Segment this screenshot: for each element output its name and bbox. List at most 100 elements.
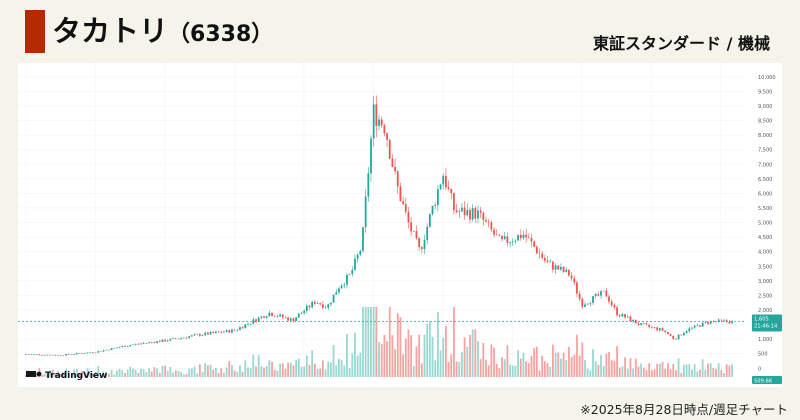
volume-bar — [656, 363, 659, 377]
volume-bar — [535, 346, 538, 377]
candle-body — [632, 319, 635, 322]
volume-bar — [675, 370, 677, 377]
candle-body — [145, 343, 148, 344]
candle-body — [685, 331, 688, 334]
volume-bar — [653, 369, 656, 377]
candle-body — [693, 325, 696, 328]
candle-body — [525, 234, 528, 238]
candle-body — [249, 323, 252, 325]
volume-bar — [126, 369, 129, 377]
chart-panel: 05001,0001,5002,0002,5003,0003,5004,0004… — [18, 63, 782, 395]
candle-body — [699, 325, 701, 327]
candle-body — [493, 229, 495, 235]
candle-body — [236, 329, 239, 331]
volume-bar — [629, 358, 632, 377]
candle-body — [228, 330, 231, 333]
tradingview-icon — [26, 371, 36, 377]
candle-body — [391, 158, 394, 167]
volume-bar — [214, 367, 217, 377]
volume-bar — [145, 372, 148, 377]
volume-bar — [108, 373, 110, 377]
volume-bar — [565, 360, 568, 377]
volume-bar — [228, 360, 231, 377]
candle-body — [469, 210, 471, 220]
candle-body — [359, 250, 362, 255]
candle-body — [717, 319, 720, 322]
volume-bar — [257, 354, 260, 377]
volume-bar — [225, 367, 228, 377]
candle-body — [46, 354, 49, 356]
volume-bar — [554, 352, 557, 377]
volume-bar — [394, 349, 396, 377]
volume-bar — [367, 307, 370, 377]
candle-body — [49, 354, 51, 356]
candle-body — [89, 352, 92, 354]
candle-body — [471, 208, 474, 220]
volume-bar — [428, 321, 431, 377]
candle-body — [27, 354, 30, 355]
volume-bar — [479, 359, 482, 377]
volume-bar — [573, 354, 576, 377]
y-tick-label: 2,000 — [758, 308, 772, 314]
volume-bar — [471, 329, 474, 377]
volume-bar — [637, 366, 640, 377]
candle-body — [642, 323, 645, 324]
volume-bar — [466, 346, 469, 377]
candle-body — [289, 318, 292, 321]
candle-body — [543, 257, 546, 261]
candle-body — [653, 327, 656, 328]
volume-bar — [725, 364, 728, 377]
volume-bar — [434, 360, 437, 377]
candle-body — [198, 334, 201, 336]
candle-body — [605, 290, 608, 297]
volume-bar — [359, 352, 362, 377]
volume-bar — [54, 374, 57, 377]
volume-bar — [70, 375, 73, 377]
volume-bar — [388, 307, 391, 377]
candle-body — [67, 354, 70, 355]
candle-body — [407, 211, 410, 223]
volume-bar — [557, 352, 560, 377]
candle-body — [707, 322, 709, 324]
volume-bar — [519, 358, 522, 377]
volume-bar — [597, 364, 600, 377]
tradingview-logo: TradingView — [26, 371, 107, 381]
candle-body — [362, 227, 364, 251]
volume-bar — [193, 366, 196, 377]
candle-body — [83, 353, 86, 354]
candle-body — [680, 334, 683, 336]
volume-bar — [169, 366, 172, 377]
candle-body — [300, 312, 303, 314]
volume-bar — [407, 329, 410, 377]
volume-bar — [196, 373, 199, 377]
volume-bar — [399, 317, 402, 377]
y-tick-label: 4,500 — [758, 235, 772, 241]
candle-body — [233, 329, 236, 331]
volume-bar — [300, 366, 303, 377]
volume-bar — [75, 368, 78, 377]
volume-bar — [166, 370, 169, 377]
candle-body — [704, 322, 707, 323]
candle-body — [696, 325, 699, 326]
candle-body — [624, 313, 626, 318]
volume-bar — [303, 366, 306, 377]
volume-bar — [43, 373, 46, 377]
volume-bar — [469, 334, 471, 377]
volume-bar — [206, 365, 209, 377]
candle-body — [688, 328, 691, 332]
volume-bar — [59, 373, 62, 377]
candle-body — [172, 338, 174, 339]
candle-body — [487, 221, 490, 223]
candle-body — [212, 331, 215, 333]
stock-chart[interactable]: 05001,0001,5002,0002,5003,0003,5004,0004… — [18, 63, 782, 395]
volume-bar — [137, 372, 140, 377]
candle-body — [252, 319, 255, 324]
candle-body — [691, 327, 693, 329]
candle-body — [174, 338, 177, 339]
candle-body — [578, 293, 581, 299]
candle-body — [535, 246, 538, 254]
candle-body — [295, 317, 298, 322]
volume-bar — [273, 369, 276, 377]
candle-body — [522, 234, 525, 239]
volume-bar — [217, 373, 220, 377]
